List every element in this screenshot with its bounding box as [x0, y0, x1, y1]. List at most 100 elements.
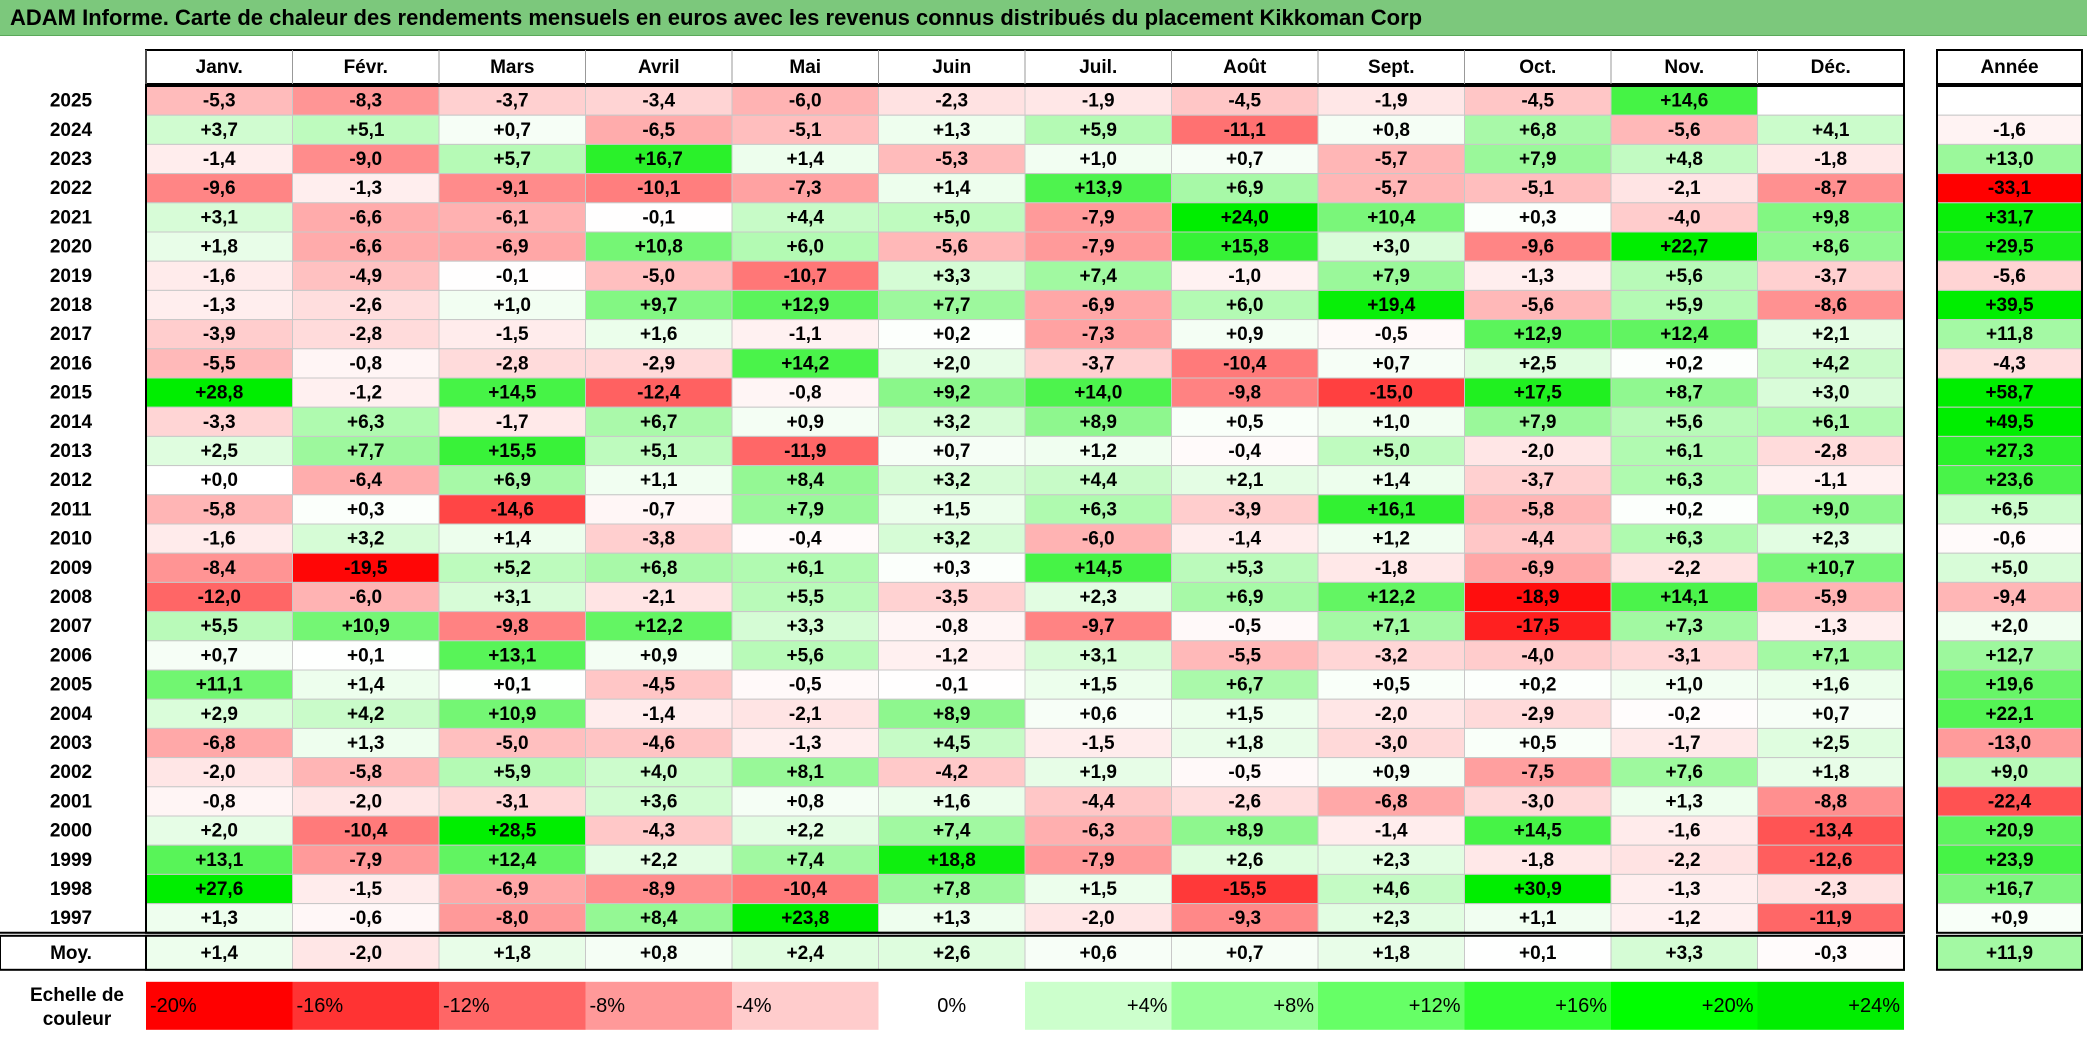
cell-value: -2,9: [1521, 704, 1554, 725]
cell-value: -2,3: [1814, 879, 1847, 900]
heatmap-cell: [292, 289, 440, 321]
scale-swatch: [292, 981, 439, 1030]
year-label: 2005: [50, 675, 93, 696]
cell-value: -1,6: [203, 266, 236, 287]
annual-value: +9,0: [1991, 762, 2029, 783]
heatmap-cell: [1317, 903, 1465, 934]
cell-value: -9,0: [349, 149, 382, 170]
annual-value: -1,6: [1993, 120, 2026, 141]
year-label: 1999: [50, 850, 92, 871]
cell-value: -1,8: [1521, 850, 1554, 871]
cell-value: +23,8: [781, 908, 829, 929]
heatmap-cell: [1024, 260, 1172, 291]
heatmap-cell: [585, 377, 733, 408]
cell-value: -11,9: [1810, 908, 1852, 929]
cell-value: +3,1: [200, 207, 238, 228]
cell-value: -1,9: [1375, 91, 1408, 112]
cell-value: -1,4: [203, 149, 236, 170]
cell-value: -2,0: [203, 762, 236, 783]
cell-value: -0,1: [496, 266, 529, 287]
heatmap-cell: [292, 114, 440, 145]
heatmap-cell: [292, 815, 440, 846]
heatmap-cell: [878, 494, 1026, 525]
cell-value: +27,6: [195, 879, 243, 900]
heatmap-cell: [1171, 523, 1319, 554]
year-label: 2018: [50, 295, 92, 316]
heatmap-cell: [585, 669, 733, 700]
cell-value: +18,8: [928, 850, 976, 871]
heatmap-cell: [1171, 231, 1319, 262]
cell-value: +0,9: [1226, 324, 1264, 345]
heatmap-cell: [585, 85, 733, 116]
cell-value: +8,7: [1665, 383, 1703, 404]
cell-value: +0,5: [1226, 412, 1264, 433]
annual-frame: [1936, 85, 2083, 934]
annual-cell: [1936, 406, 2083, 437]
cell-value: +4,1: [1812, 120, 1850, 141]
heatmap-cell: [145, 465, 293, 496]
month-header: Sept.: [1368, 57, 1414, 78]
cell-value: -5,1: [789, 120, 822, 141]
heatmap-cell: [878, 844, 1026, 875]
cell-value: -1,4: [1228, 529, 1261, 550]
heatmap-cell: [878, 435, 1026, 467]
year-label: 2001: [50, 791, 93, 812]
cell-value: +6,1: [1665, 441, 1703, 462]
heatmap-cell: [1024, 231, 1172, 262]
heatmap-cell: [1024, 494, 1172, 525]
cell-value: +5,7: [493, 149, 531, 170]
cell-value: -5,5: [1228, 645, 1261, 666]
heatmap-cell: [145, 815, 293, 846]
annual-cell: [1936, 844, 2083, 875]
annual-cell: [1936, 85, 2083, 116]
cell-value: -0,8: [789, 383, 822, 404]
cell-value: +4,8: [1665, 149, 1703, 170]
cell-value: +1,6: [1812, 675, 1850, 696]
heatmap-cell: [1610, 348, 1758, 379]
annual-value: -9,4: [1993, 587, 2026, 608]
heatmap-cell: [1317, 406, 1465, 437]
average-value: +2,6: [933, 943, 971, 964]
cell-value: +1,3: [347, 733, 385, 754]
cell-value: +0,7: [1372, 353, 1410, 374]
heatmap-cell: [1757, 844, 1905, 875]
heatmap-cell: [1024, 757, 1172, 788]
heatmap-cell: [1317, 377, 1465, 408]
cell-value: -18,9: [1516, 587, 1559, 608]
heatmap-cell: [145, 348, 293, 379]
year-label: 1998: [50, 879, 92, 900]
cell-value: -10,4: [1223, 353, 1267, 374]
cell-value: +5,5: [200, 616, 238, 637]
heatmap-cell: [1610, 698, 1758, 729]
heatmap-cell: [1317, 494, 1465, 525]
heatmap-cell: [1171, 319, 1319, 350]
heatmap-cell: [731, 786, 879, 817]
cell-value: +0,9: [640, 645, 678, 666]
heatmap-cell: [1757, 465, 1905, 496]
heatmap-cell: [878, 552, 1026, 583]
cell-value: -2,1: [642, 587, 675, 608]
heatmap-cell: [292, 406, 440, 437]
annual-value: +39,5: [1985, 295, 2034, 316]
cell-value: +0,3: [347, 499, 385, 520]
cell-value: +6,1: [786, 558, 824, 579]
heatmap-cell: [1024, 698, 1172, 729]
average-value: +1,8: [493, 943, 531, 964]
heatmap-cell: [1024, 114, 1172, 145]
annual-cell: [1936, 173, 2083, 204]
heatmap-cell: [438, 406, 586, 437]
heatmap-cell: [1171, 173, 1319, 204]
average-value: +0,6: [1079, 943, 1117, 964]
cell-value: -4,5: [1228, 91, 1261, 112]
cell-value: -3,8: [642, 529, 675, 550]
month-header: Nov.: [1664, 57, 1704, 78]
cell-value: +1,3: [933, 120, 971, 141]
heatmap-cell: [438, 202, 586, 233]
cell-value: -6,9: [496, 237, 529, 258]
heatmap-cell: [1171, 698, 1319, 729]
annual-cell: [1936, 903, 2083, 934]
cell-value: +0,7: [493, 120, 531, 141]
scale-swatch: [1025, 981, 1172, 1030]
month-header: Juin: [932, 57, 971, 78]
cell-value: +5,0: [933, 207, 971, 228]
